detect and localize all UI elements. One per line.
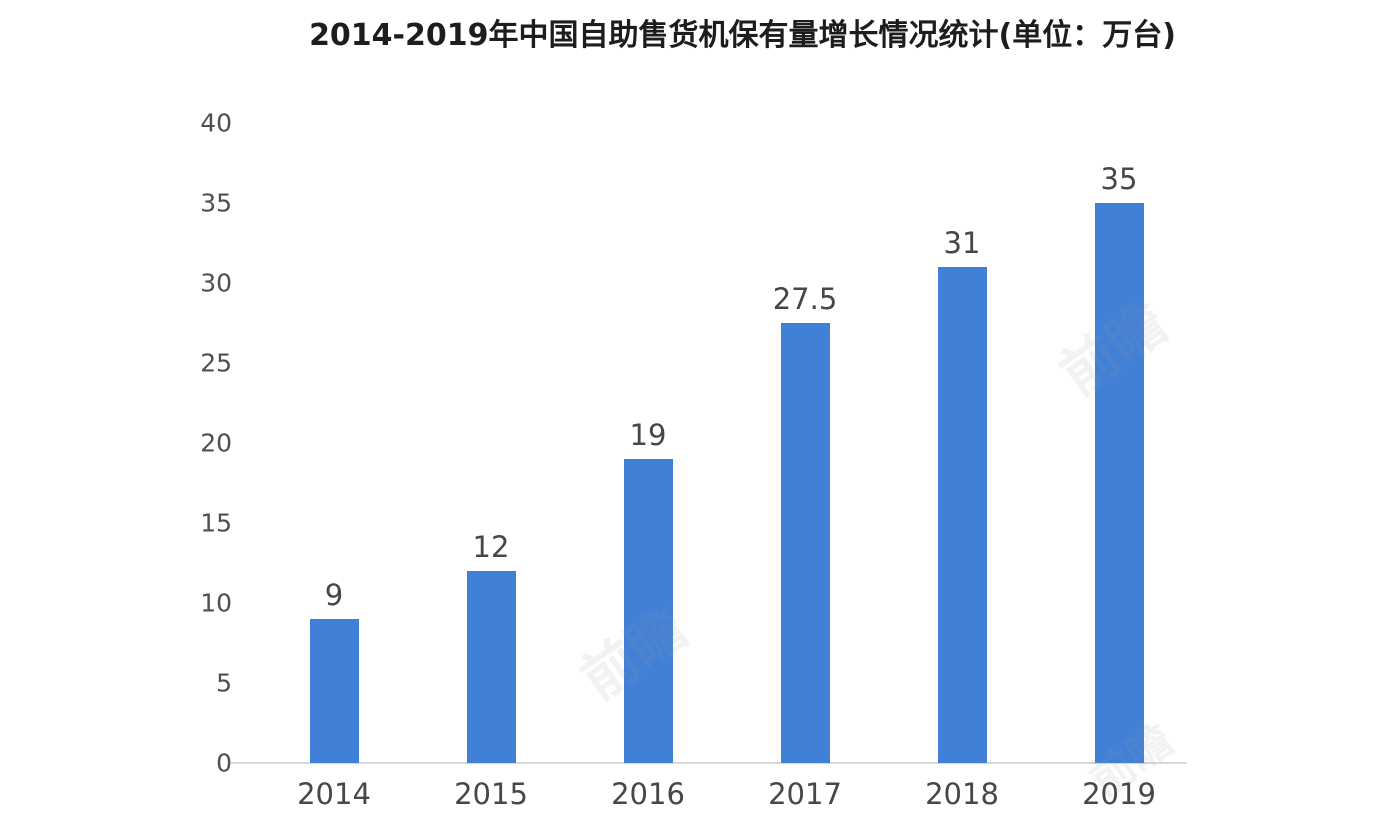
x-tick-label: 2015 (454, 777, 528, 811)
bar-value-label: 9 (324, 578, 344, 612)
bar-group: 12 (431, 533, 551, 763)
bar (1094, 203, 1144, 763)
bar-group: 31 (902, 229, 1022, 763)
y-tick-label: 0 (216, 748, 232, 778)
x-tick-label: 2018 (925, 777, 999, 811)
x-tick-label: 2019 (1082, 777, 1156, 811)
x-tick-label: 2017 (768, 777, 842, 811)
bar (937, 267, 987, 763)
bar-group: 35 (1059, 165, 1179, 763)
bar-group: 19 (588, 421, 708, 763)
x-tick-label: 2014 (297, 777, 371, 811)
bar (466, 571, 516, 763)
x-axis-line (231, 762, 1187, 764)
bar (780, 323, 830, 763)
y-tick-label: 40 (200, 108, 232, 138)
bar-value-label: 12 (472, 530, 510, 564)
bar-value-label: 31 (943, 226, 981, 260)
chart-title: 2014-2019年中国自助售货机保有量增长情况统计(单位：万台) (309, 18, 1176, 53)
y-tick-label: 25 (200, 348, 232, 378)
y-tick-label: 30 (200, 268, 232, 298)
y-tick-label: 10 (200, 588, 232, 618)
y-tick-label: 20 (200, 428, 232, 458)
bar-value-label: 27.5 (772, 282, 838, 316)
y-tick-label: 15 (200, 508, 232, 538)
bar-group: 9 (274, 581, 394, 763)
bar-group: 27.5 (745, 285, 865, 763)
y-tick-label: 35 (200, 188, 232, 218)
bar (623, 459, 673, 763)
bar-value-label: 35 (1100, 162, 1138, 196)
bar-value-label: 19 (629, 418, 667, 452)
x-tick-label: 2016 (611, 777, 685, 811)
y-tick-label: 5 (216, 668, 232, 698)
bar (309, 619, 359, 763)
